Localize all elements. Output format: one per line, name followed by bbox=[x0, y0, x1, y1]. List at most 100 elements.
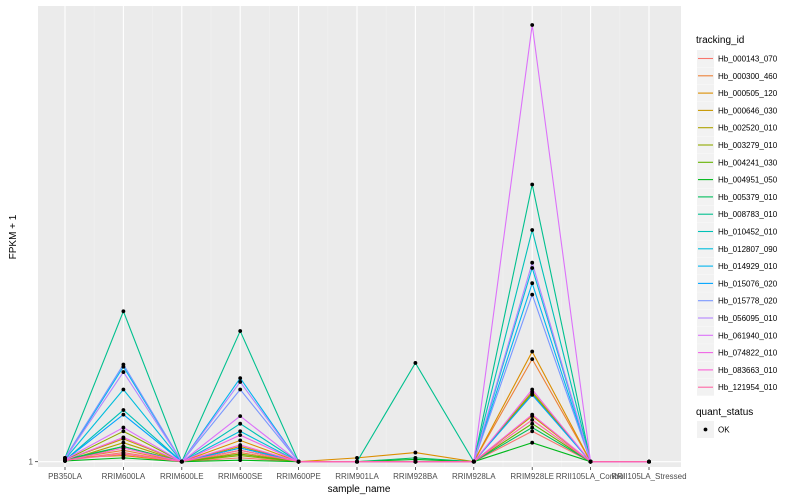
shape-legend-items: OK bbox=[697, 421, 730, 438]
data-point bbox=[530, 392, 535, 397]
legend-label: Hb_015076_020 bbox=[718, 279, 778, 288]
legend-item: Hb_074822_010 bbox=[697, 344, 778, 362]
legend-item: Hb_000505_120 bbox=[697, 84, 778, 102]
shape-legend-label: OK bbox=[718, 426, 730, 435]
legend-label: Hb_010452_010 bbox=[718, 228, 778, 237]
legend-label: Hb_083663_010 bbox=[718, 366, 778, 375]
legend-item: Hb_004241_030 bbox=[697, 153, 778, 171]
data-point bbox=[238, 376, 243, 381]
legend-label: Hb_000143_070 bbox=[718, 55, 778, 64]
x-tick-label: RRIM600LA bbox=[102, 472, 146, 481]
data-point bbox=[413, 455, 418, 460]
legend-label: Hb_008783_010 bbox=[718, 210, 778, 219]
data-point bbox=[530, 418, 535, 422]
data-point bbox=[121, 412, 126, 417]
data-point bbox=[413, 459, 418, 464]
x-tick-label: RRIM600LE bbox=[160, 472, 204, 481]
data-point bbox=[413, 450, 418, 455]
data-points bbox=[63, 23, 651, 464]
legend-label: Hb_000300_460 bbox=[718, 72, 778, 81]
data-point bbox=[530, 266, 535, 270]
legend-item: Hb_121954_010 bbox=[697, 378, 778, 396]
data-point bbox=[121, 309, 126, 314]
data-point bbox=[238, 438, 243, 443]
data-point bbox=[238, 329, 243, 333]
shape-legend-key-point bbox=[703, 427, 708, 432]
data-point bbox=[355, 455, 359, 460]
y-tick-label: 1 bbox=[29, 458, 34, 467]
y-axis-title: FPKM + 1 bbox=[8, 214, 19, 259]
legend-title: tracking_id bbox=[696, 35, 744, 46]
legend-label: Hb_004241_030 bbox=[718, 158, 778, 167]
legend-item: Hb_004951_050 bbox=[697, 171, 778, 189]
data-point bbox=[238, 452, 243, 456]
legend-item: Hb_012807_090 bbox=[697, 240, 778, 258]
data-point bbox=[530, 387, 535, 392]
x-tick-label: RRIM928LE bbox=[510, 472, 554, 481]
data-point bbox=[471, 459, 476, 464]
data-point bbox=[588, 459, 593, 464]
data-point bbox=[530, 281, 535, 286]
data-point bbox=[413, 361, 418, 365]
data-point bbox=[121, 435, 126, 440]
data-point bbox=[530, 412, 535, 417]
legend-item: Hb_000300_460 bbox=[697, 67, 778, 85]
data-point bbox=[647, 459, 651, 464]
x-tick-label: RRII105LA_Control bbox=[556, 472, 626, 481]
data-point bbox=[530, 357, 535, 362]
legend-item: Hb_010452_010 bbox=[697, 223, 778, 240]
data-point bbox=[121, 429, 126, 434]
plot-panel bbox=[38, 6, 681, 467]
x-axis-title: sample_name bbox=[328, 484, 391, 495]
legend-label: Hb_056095_010 bbox=[718, 314, 778, 323]
legend-item: Hb_015076_020 bbox=[697, 274, 778, 292]
data-point bbox=[63, 458, 67, 463]
legend-item: Hb_005379_010 bbox=[697, 188, 778, 206]
data-point bbox=[530, 349, 535, 354]
legend-item: Hb_083663_010 bbox=[697, 361, 778, 379]
data-point bbox=[238, 448, 243, 453]
legend-item: Hb_061940_010 bbox=[697, 326, 778, 344]
data-point bbox=[238, 429, 243, 434]
data-point bbox=[530, 228, 535, 232]
legend-item: Hb_008783_010 bbox=[697, 205, 778, 223]
legend-label: Hb_014929_010 bbox=[718, 262, 778, 271]
x-tick-labels: PB350LA RRIM600LA RRIM600LE RRIM600SE RRIM60… bbox=[48, 467, 687, 481]
data-point bbox=[296, 459, 301, 464]
data-point bbox=[238, 380, 243, 384]
legend-item: Hb_015778_020 bbox=[697, 292, 778, 310]
shape-legend-item: OK bbox=[697, 421, 730, 438]
legend-item: Hb_014929_010 bbox=[697, 257, 778, 275]
data-point bbox=[530, 425, 535, 430]
x-tick-label: RRIM600SE bbox=[218, 472, 262, 481]
x-tick-label: PB350LA bbox=[48, 472, 82, 481]
x-tick-label: RRII105LA_Stressed bbox=[611, 472, 686, 481]
legend-item: Hb_056095_010 bbox=[697, 309, 778, 327]
legend-item: Hb_000143_070 bbox=[697, 50, 778, 67]
legend-label: Hb_004951_050 bbox=[718, 176, 778, 185]
legend-item: Hb_000646_030 bbox=[697, 101, 778, 119]
legend-label: Hb_003279_010 bbox=[718, 141, 778, 150]
legend-label: Hb_074822_010 bbox=[718, 349, 778, 358]
data-point bbox=[238, 421, 243, 426]
x-tick-label: RRIM901LA bbox=[335, 472, 379, 481]
legend-label: Hb_000646_030 bbox=[718, 106, 778, 115]
legend-label: Hb_002520_010 bbox=[718, 124, 778, 133]
x-tick-label: RRIM600PE bbox=[276, 472, 320, 481]
data-point bbox=[121, 452, 126, 456]
data-point bbox=[530, 23, 535, 27]
legend-label: Hb_005379_010 bbox=[718, 193, 778, 202]
legend-label: Hb_061940_010 bbox=[718, 331, 778, 340]
data-point bbox=[530, 440, 535, 445]
legend-label: Hb_000505_120 bbox=[718, 89, 778, 98]
data-point bbox=[238, 443, 243, 447]
data-point bbox=[121, 408, 126, 412]
data-point bbox=[238, 414, 243, 419]
x-tick-label: RRIM928BA bbox=[393, 472, 438, 481]
legend-label: Hb_015778_020 bbox=[718, 297, 778, 306]
legend-label: Hb_121954_010 bbox=[718, 383, 778, 392]
data-point bbox=[238, 433, 243, 438]
legend-items: Hb_000143_070 Hb_000300_460 Hb_000505_120 H… bbox=[697, 50, 778, 396]
data-point bbox=[355, 459, 359, 464]
